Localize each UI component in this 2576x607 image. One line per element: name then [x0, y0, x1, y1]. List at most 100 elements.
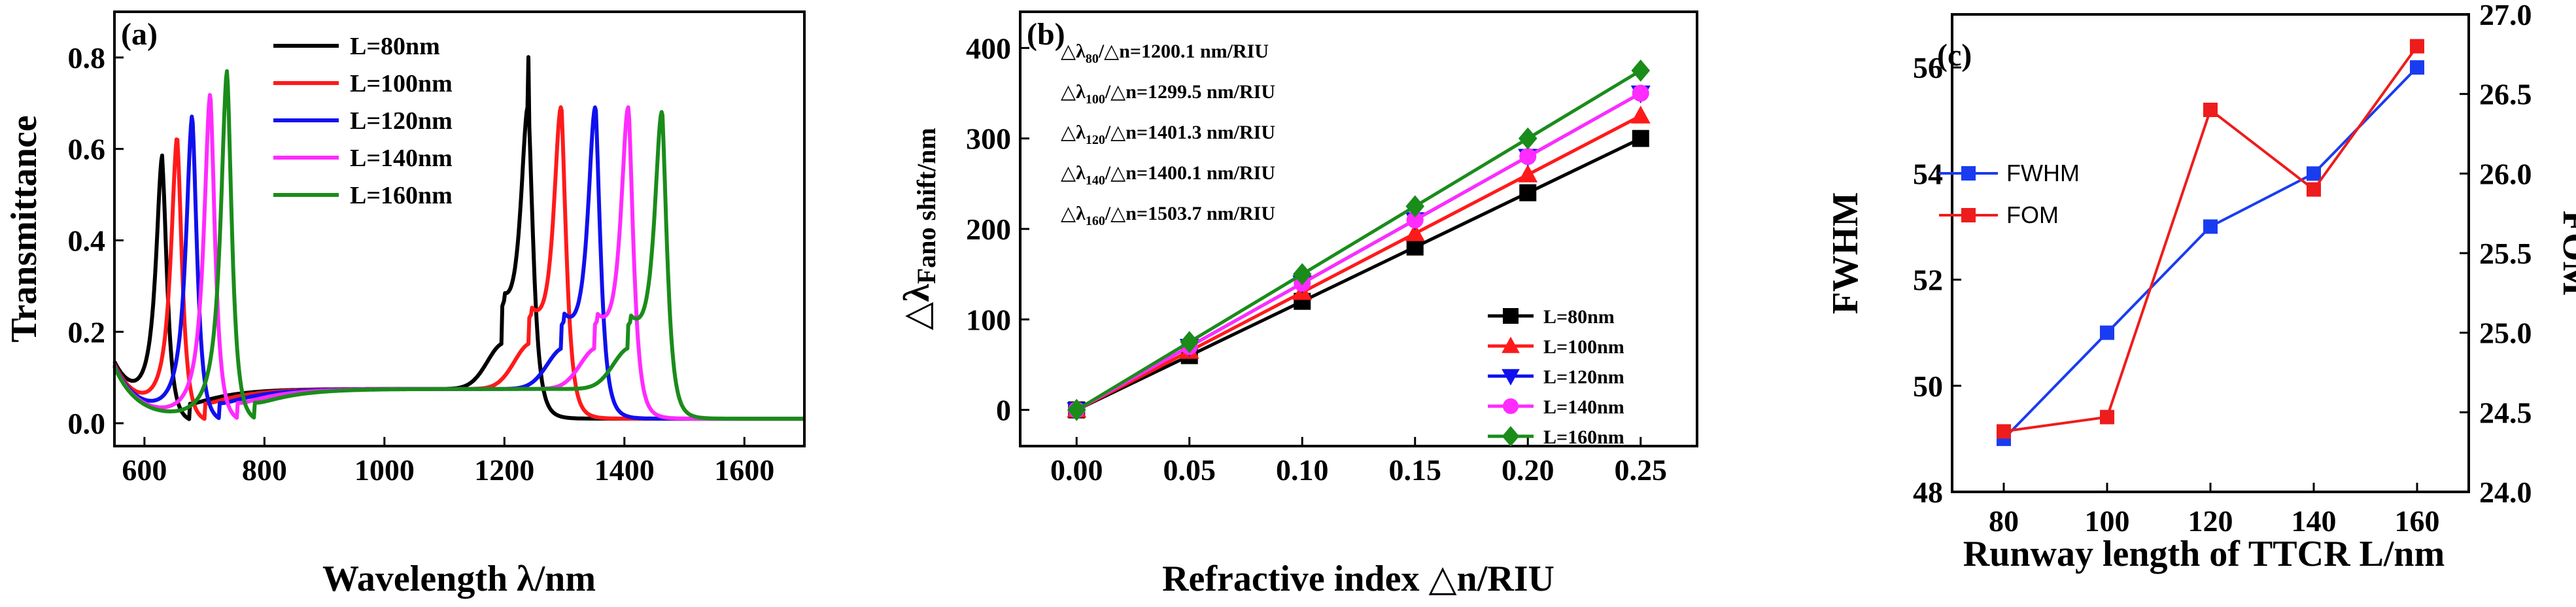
panel-c-series	[1997, 39, 2424, 446]
panel-b-x-tick-label: 0.20	[1502, 453, 1554, 487]
panel-b-label: (b)	[1027, 17, 1065, 52]
panel-a-y-tick-label: 0.8	[68, 41, 106, 75]
panel-b-y-tick-label: 300	[966, 122, 1011, 156]
panel-c-y-tick-label: 48	[1913, 476, 1943, 509]
panel-c-ticks: 80 100 120 140 160 48 50 52 54 56 24.0 24.5 25.0 25.5…	[1913, 0, 2532, 538]
panel-a-legend-label: L=120nm	[350, 107, 453, 135]
panel-b-y-tick-label: 0	[996, 394, 1011, 427]
panel-a-curves	[112, 55, 805, 421]
panel-b-data-point	[1519, 184, 1537, 201]
panel-c-legend: FWHM FOM	[1939, 160, 2080, 228]
panel-c-y-tick-label: 52	[1913, 264, 1943, 297]
panel-c-data-point	[2203, 103, 2218, 117]
panel-b-data-point	[1405, 195, 1425, 218]
panel-b: 0.00 0.05 0.10 0.15 0.20 0.25 0 100 200 300 400 (b…	[897, 10, 1698, 599]
panel-b-legend-label: L=120nm	[1543, 366, 1624, 388]
panel-c-x-tick-label: 80	[1989, 504, 2019, 538]
panel-a-x-tick-label: 1200	[474, 453, 534, 487]
panel-c-data-point	[2307, 182, 2321, 197]
panel-b-x-axis-label: Refractive index △n/RIU	[1162, 559, 1554, 599]
panel-a-series-line	[112, 69, 805, 421]
panel-b-series-line	[1076, 92, 1642, 411]
panel-a-legend-label: L=80nm	[350, 33, 440, 60]
panel-b-legend-marker	[1502, 336, 1520, 353]
panel-b-data-point	[1406, 238, 1424, 256]
panel-b-data-point	[1292, 263, 1312, 286]
panel-c-y2-axis-label: FOM	[2555, 211, 2576, 296]
panel-c-x-tick-label: 100	[2085, 504, 2130, 538]
panel-c-frame	[1951, 13, 2470, 493]
panel-c: 80 100 120 140 160 48 50 52 54 56 24.0 24.5 25.0 25.5…	[1825, 0, 2576, 574]
panel-b-legend-label: L=160nm	[1543, 426, 1624, 448]
panel-a-x-tick-label: 800	[242, 453, 287, 487]
panel-b-sensitivity-annotation: △λ80/△n=1200.1 nm/RIU	[1061, 41, 1269, 66]
panel-c-data-point	[2100, 409, 2114, 425]
panel-a-y-tick-label: 0.4	[68, 224, 106, 257]
panel-b-y-tick-label: 400	[966, 31, 1011, 65]
panel-a-y-tick-label: 0.0	[68, 407, 106, 440]
panel-a: 600 800 1000 1200 1400 1600 0.0 0.2 0.4 0.6 0.8 (a…	[4, 10, 806, 599]
panel-b-data-point	[1406, 211, 1424, 229]
panel-b-legend-label: L=140nm	[1543, 396, 1624, 418]
panel-b-ticks: 0.00 0.05 0.10 0.15 0.20 0.25 0 100 200 300 400	[966, 31, 1667, 487]
panel-a-x-tick-label: 1600	[714, 453, 774, 487]
panel-c-x-tick-label: 140	[2292, 504, 2337, 538]
panel-c-y2-tick-label: 25.5	[2479, 237, 2532, 270]
panel-b-sensitivity-annotation: △λ100/△n=1299.5 nm/RIU	[1061, 81, 1275, 107]
panel-a-x-axis-label: Wavelength λ/nm	[322, 559, 596, 599]
panel-a-frame	[113, 10, 806, 447]
panel-b-data-point	[1631, 60, 1651, 82]
panel-b-data-point	[1519, 148, 1537, 165]
panel-b-y-axis-label-prefix: △λ	[897, 284, 937, 330]
panel-b-data-point	[1518, 127, 1537, 150]
panel-c-label: (c)	[1937, 38, 1972, 73]
panel-b-series	[1067, 60, 1651, 421]
panel-c-series-line	[2002, 66, 2418, 440]
panel-b-y-tick-label: 100	[966, 303, 1011, 336]
panel-b-legend-label: L=100nm	[1543, 336, 1624, 358]
panel-c-y-tick-label: 54	[1913, 157, 1943, 190]
panel-b-sensitivity-annotation: △λ140/△n=1400.1 nm/RIU	[1061, 162, 1275, 188]
panel-a-legend-label: L=100nm	[350, 70, 453, 97]
panel-a-y-tick-label: 0.6	[68, 133, 106, 166]
panel-c-y2-tick-label: 26.0	[2479, 157, 2532, 190]
panel-c-y-axis-label: FWHM	[1825, 192, 1866, 315]
panel-b-sensitivity-annotation: △λ120/△n=1401.3 nm/RIU	[1061, 122, 1275, 147]
panel-c-y2-tick-label: 27.0	[2479, 0, 2532, 31]
panel-b-data-point	[1632, 84, 1649, 102]
panel-b-series-line	[1076, 69, 1642, 411]
panel-b-series-line	[1076, 114, 1641, 411]
panel-b-series-line	[1076, 137, 1641, 411]
panel-c-data-point	[2410, 39, 2424, 54]
panel-c-data-point	[2307, 166, 2321, 181]
panel-c-legend-label: FOM	[2006, 201, 2059, 228]
panel-b-x-tick-label: 0.00	[1050, 453, 1103, 487]
panel-c-data-point	[2410, 60, 2424, 75]
panel-b-x-tick-label: 0.15	[1389, 453, 1442, 487]
panel-b-legend-marker	[1502, 369, 1520, 386]
panel-b-y-tick-label: 200	[966, 213, 1011, 246]
panel-b-sensitivity-annotation: △λ160/△n=1503.7 nm/RIU	[1061, 203, 1275, 228]
panel-b-legend: L=80nm L=100nm L=120nm L=140nm L=160nm	[1488, 306, 1624, 448]
panel-c-x-axis-label: Runway length of TTCR L/nm	[1963, 534, 2445, 574]
panel-b-annotations: △λ80/△n=1200.1 nm/RIU △λ100/△n=1299.5 nm/…	[1061, 41, 1275, 228]
panel-c-legend-marker	[1961, 166, 1976, 181]
panel-a-legend: L=80nm L=100nm L=120nm L=140nm L=160nm	[273, 33, 453, 209]
panel-b-legend-marker	[1503, 398, 1519, 414]
panel-b-y-axis-label: △λFano shift/nm	[897, 128, 941, 330]
panel-a-legend-label: L=140nm	[350, 145, 453, 172]
panel-c-y2-tick-label: 24.0	[2479, 476, 2532, 509]
panel-c-data-point	[2203, 219, 2218, 234]
panel-a-y-axis-label: Transmittance	[4, 115, 44, 342]
panel-a-x-tick-label: 1000	[354, 453, 415, 487]
panel-c-y-tick-label: 50	[1913, 370, 1943, 403]
panel-a-x-tick-label: 1400	[594, 453, 655, 487]
panel-a-ticks: 600 800 1000 1200 1400 1600 0.0 0.2 0.4 0.6 0.8	[68, 41, 775, 487]
panel-b-data-point	[1630, 105, 1651, 124]
panel-c-y2-tick-label: 26.5	[2479, 78, 2532, 111]
panel-a-x-tick-label: 600	[122, 453, 167, 487]
panel-c-legend-marker	[1961, 208, 1976, 222]
panel-b-x-tick-label: 0.25	[1615, 453, 1668, 487]
panel-b-data-point	[1405, 223, 1425, 241]
